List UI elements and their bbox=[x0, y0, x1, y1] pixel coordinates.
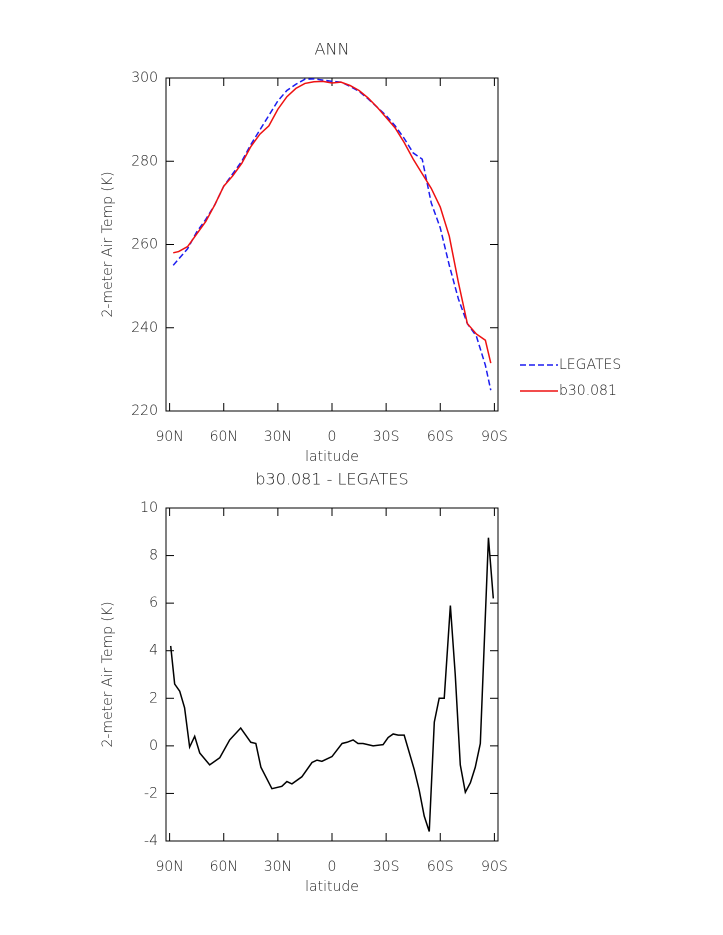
y-tick-label: -4 bbox=[144, 833, 158, 849]
x-tick-label: 90N bbox=[155, 429, 183, 445]
y-tick-label: 2 bbox=[149, 690, 158, 706]
x-tick-label: 30N bbox=[264, 429, 292, 445]
x-axis-label: latitude bbox=[305, 879, 359, 895]
y-tick-label: -2 bbox=[144, 785, 158, 801]
y-tick-label: 4 bbox=[149, 643, 158, 659]
y-tick-label: 300 bbox=[131, 70, 158, 86]
y-tick-label: 8 bbox=[149, 548, 158, 564]
legend-label: b30.081 bbox=[559, 383, 617, 399]
x-tick-label: 30S bbox=[373, 429, 400, 445]
legend-label: LEGATES bbox=[559, 357, 621, 373]
x-tick-label: 90N bbox=[155, 859, 183, 875]
x-tick-label: 60N bbox=[210, 429, 238, 445]
plot-frame bbox=[165, 507, 499, 842]
y-tick-label: 10 bbox=[140, 500, 158, 516]
data-line bbox=[169, 537, 495, 832]
y-tick-label: 240 bbox=[131, 320, 158, 336]
chart-title: b30.081 - LEGATES bbox=[255, 470, 408, 489]
y-tick-label: 280 bbox=[131, 153, 158, 169]
x-tick-label: 60S bbox=[427, 429, 454, 445]
y-tick-label: 260 bbox=[131, 237, 158, 253]
y-axis-label: 2-meter Air Temp (K) bbox=[100, 171, 116, 317]
data-line bbox=[172, 78, 492, 391]
x-tick-label: 90S bbox=[481, 429, 508, 445]
y-axis-label: 2-meter Air Temp (K) bbox=[100, 601, 116, 747]
x-tick-label: 60S bbox=[427, 859, 454, 875]
x-tick-label: 60N bbox=[210, 859, 238, 875]
y-tick-label: 6 bbox=[149, 595, 158, 611]
x-tick-label: 30S bbox=[373, 859, 400, 875]
x-tick-label: 90S bbox=[481, 859, 508, 875]
chart-title: ANN bbox=[315, 40, 350, 59]
x-tick-label: 0 bbox=[328, 859, 337, 875]
x-tick-label: 30N bbox=[264, 859, 292, 875]
x-axis-label: latitude bbox=[305, 449, 359, 465]
y-tick-label: 220 bbox=[131, 403, 158, 419]
y-tick-label: 0 bbox=[149, 738, 158, 754]
data-line bbox=[173, 80, 492, 364]
plot-frame bbox=[165, 77, 499, 412]
x-tick-label: 0 bbox=[328, 429, 337, 445]
